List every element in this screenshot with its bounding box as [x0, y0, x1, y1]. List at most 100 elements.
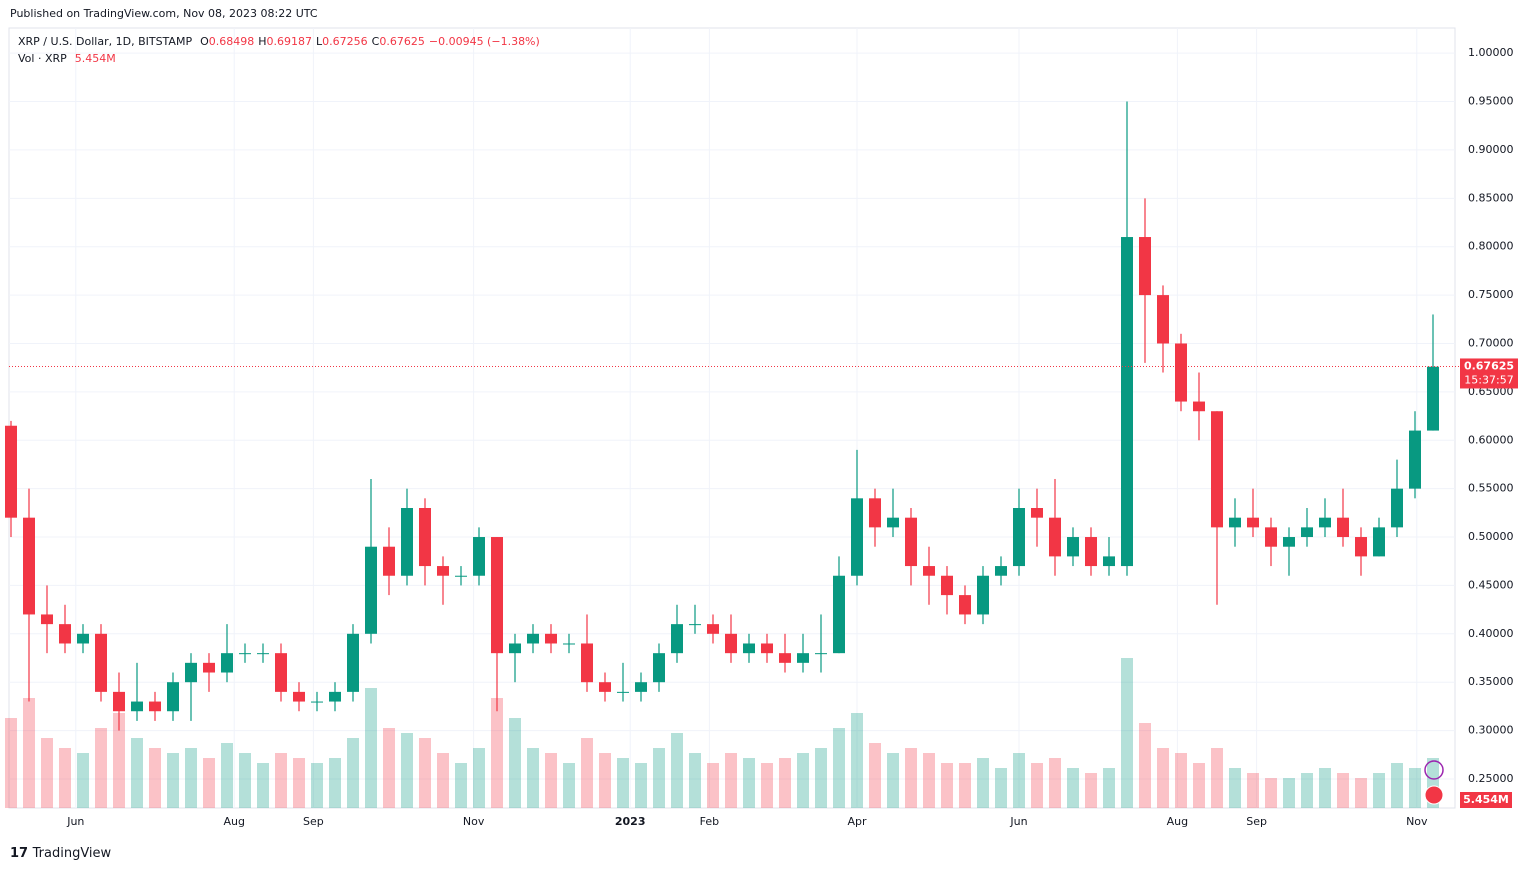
volume-bar — [1355, 778, 1367, 808]
y-tick-label: 0.80000 — [1468, 240, 1514, 253]
y-tick-label: 0.70000 — [1468, 336, 1514, 349]
volume-bar — [977, 758, 989, 808]
candle-body — [599, 682, 611, 692]
y-tick-label: 0.30000 — [1468, 724, 1514, 737]
ohlc-label: L — [316, 35, 323, 48]
candle-body — [329, 691, 341, 702]
candle-body — [239, 653, 251, 655]
candle-body — [203, 662, 215, 673]
volume-bar — [167, 753, 179, 808]
x-tick-label: Jun — [1009, 815, 1027, 828]
ohlc-value: 0.67625 — [379, 35, 425, 48]
volume-bar — [365, 688, 377, 808]
volume-bar — [887, 753, 899, 808]
candle-body — [23, 517, 35, 615]
candle-body — [221, 653, 233, 673]
volume-bar — [1103, 768, 1115, 808]
candle-body — [41, 614, 53, 625]
candle-body — [1427, 366, 1439, 431]
volume-title: Vol · XRP — [18, 52, 67, 65]
candle-body — [761, 643, 773, 654]
candle-body — [1103, 556, 1115, 567]
event-icon[interactable] — [1424, 760, 1444, 780]
candle-body — [419, 508, 431, 567]
volume-badge-text: 5.454M — [1463, 793, 1509, 806]
volume-bar — [1121, 658, 1133, 808]
candle-body — [1247, 517, 1259, 528]
x-tick-label: Aug — [1167, 815, 1188, 828]
published: Published on TradingView.com, Nov 08, 20… — [10, 7, 318, 20]
candle-body — [293, 691, 305, 702]
candle-body — [113, 691, 125, 712]
volume-bar — [293, 758, 305, 808]
candle-body — [1031, 508, 1043, 518]
volume-bar — [725, 753, 737, 808]
candle-body — [869, 498, 881, 528]
volume-bar — [509, 718, 521, 808]
candle-body — [833, 575, 845, 654]
candle-body — [5, 425, 17, 518]
volume-bar — [653, 748, 665, 808]
x-tick-label: Apr — [847, 815, 867, 828]
volume-bar — [41, 738, 53, 808]
volume-bar — [689, 753, 701, 808]
candle-body — [491, 537, 503, 654]
candle-body — [1409, 430, 1421, 489]
volume-bar — [545, 753, 557, 808]
change: −0.00945 (−1.38%) — [429, 35, 540, 48]
x-tick-label: Jun — [66, 815, 84, 828]
candle-body — [149, 701, 161, 712]
volume-bar — [1193, 763, 1205, 808]
candle-body — [1139, 237, 1151, 296]
candle-body — [707, 624, 719, 634]
candle-body — [959, 595, 971, 615]
y-tick-label: 0.75000 — [1468, 288, 1514, 301]
candle-body — [1211, 411, 1223, 528]
candle-body — [1319, 517, 1331, 528]
ohlc-label: H — [258, 35, 266, 48]
candle-body — [365, 546, 377, 634]
candle-body — [1265, 527, 1277, 547]
candle-body — [743, 643, 755, 654]
y-tick-label: 0.35000 — [1468, 675, 1514, 688]
plot-frame — [8, 27, 1456, 809]
volume-bar — [599, 753, 611, 808]
candle-body — [671, 624, 683, 654]
volume-bar — [1229, 768, 1241, 808]
volume-bar — [563, 763, 575, 808]
volume-bar — [959, 763, 971, 808]
volume-bar — [59, 748, 71, 808]
volume-bar — [779, 758, 791, 808]
candle-body — [59, 624, 71, 644]
volume-bar — [923, 753, 935, 808]
ohlc-label: O — [200, 35, 209, 48]
last-price-badge — [1460, 358, 1518, 389]
y-tick-label: 0.50000 — [1468, 530, 1514, 543]
candle-body — [635, 682, 647, 692]
candle-body — [257, 653, 269, 655]
volume-bar — [347, 738, 359, 808]
y-tick-label: 1.00000 — [1468, 46, 1514, 59]
volume-bar — [239, 753, 251, 808]
candle-body — [725, 633, 737, 654]
volume-bar — [473, 748, 485, 808]
x-tick-label: Feb — [700, 815, 719, 828]
volume-bar — [1391, 763, 1403, 808]
volume-bar — [581, 738, 593, 808]
volume-bar — [1247, 773, 1259, 808]
x-tick-label: Nov — [1406, 815, 1428, 828]
volume-bar — [1211, 748, 1223, 808]
volume-bar — [671, 733, 683, 808]
candle-body — [1337, 517, 1349, 538]
volume-bar — [1139, 723, 1151, 808]
volume-bar — [995, 768, 1007, 808]
volume-bar — [5, 718, 17, 808]
event-icon[interactable] — [1424, 785, 1444, 805]
y-tick-label: 0.25000 — [1468, 772, 1514, 785]
volume-last: 5.454M — [75, 52, 116, 65]
y-tick-label: 0.85000 — [1468, 191, 1514, 204]
candle-body — [347, 633, 359, 692]
volume-bar — [1337, 773, 1349, 808]
volume-bar — [1013, 753, 1025, 808]
